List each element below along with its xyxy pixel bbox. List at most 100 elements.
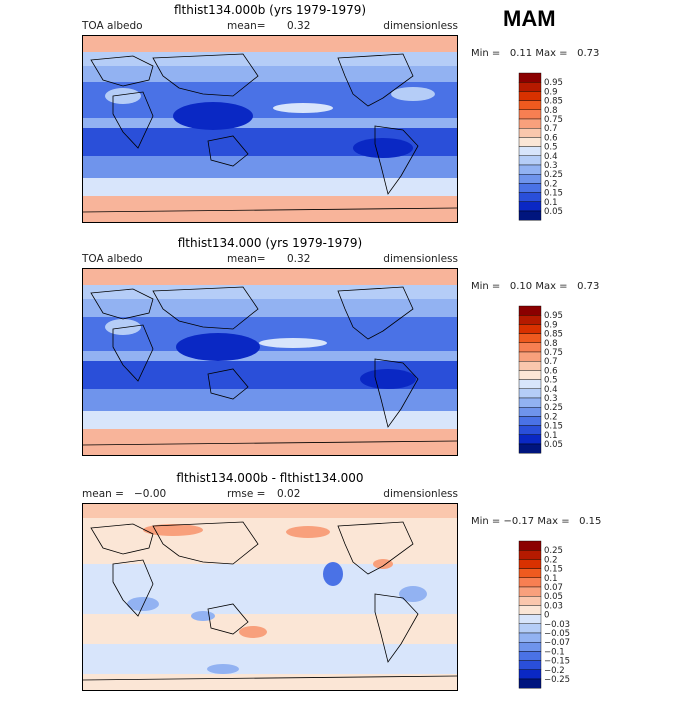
colorbar-swatch xyxy=(518,173,542,184)
colorbar-swatch xyxy=(518,651,542,661)
colorbar-level-label: 0.3 xyxy=(544,394,558,404)
mean-label: mean= xyxy=(227,20,266,32)
difference-map xyxy=(82,503,458,691)
colorbar-swatch xyxy=(518,540,542,551)
colorbar-swatch xyxy=(518,109,542,120)
colorbar-level-label: 0.15 xyxy=(544,189,563,199)
colorbar-level-label: −0.07 xyxy=(544,638,570,648)
panel-model: flthist134.000 (yrs 1979-1979) TOA albed… xyxy=(0,236,700,466)
colorbar-swatch xyxy=(518,164,542,175)
map-field xyxy=(83,269,457,455)
mean-value: 0.32 xyxy=(287,20,311,32)
colorbar-level-label: 0.5 xyxy=(544,376,558,386)
colorbar-swatch xyxy=(518,146,542,156)
colorbar-level-label: 0.2 xyxy=(544,412,558,422)
colorbar-level-label: −0.15 xyxy=(544,657,570,667)
colorbar-level-label: 0.9 xyxy=(544,320,558,330)
colorbar-level-label: 0.07 xyxy=(544,583,563,593)
panel-title: flthist134.000b - flthist134.000 xyxy=(176,471,364,485)
panel-title: flthist134.000b (yrs 1979-1979) xyxy=(173,3,367,17)
colorbar-level-label: −0.2 xyxy=(544,666,565,676)
albedo-map xyxy=(82,268,458,456)
colorbar-level-label: 0.75 xyxy=(544,348,563,358)
colorbar-svg: 0.950.90.850.80.750.70.60.50.40.30.250.2… xyxy=(518,72,563,221)
colorbar-level-label: 0.1 xyxy=(544,198,558,208)
max-value: 0.73 xyxy=(577,281,600,292)
colorbar-swatch xyxy=(518,155,542,166)
mean-value: −0.00 xyxy=(134,488,167,500)
colorbar-swatch xyxy=(518,118,542,129)
colorbar-level-label: 0.25 xyxy=(544,546,563,556)
colorbar-level-label: −0.05 xyxy=(544,629,570,639)
colorbar-level-label: 0.4 xyxy=(544,385,558,395)
units-label: dimensionless xyxy=(383,488,458,500)
colorbar-swatch xyxy=(518,100,542,111)
colorbar-level-label: −0.1 xyxy=(544,647,565,657)
colorbar-swatch xyxy=(518,81,542,92)
colorbar-level-label: 0.6 xyxy=(544,133,558,143)
colorbar-swatch xyxy=(518,72,542,83)
colorbar-swatch xyxy=(518,370,542,380)
colorbar-swatch xyxy=(518,192,542,202)
colorbar-level-label: 0.9 xyxy=(544,87,558,97)
colorbar-swatch xyxy=(518,425,542,435)
max-label: Max = xyxy=(537,516,570,527)
colorbar-swatch xyxy=(518,678,542,689)
colorbar-swatch xyxy=(518,333,542,344)
colorbar-swatch xyxy=(518,605,542,615)
colorbar-level-label: 0 xyxy=(544,611,549,621)
colorbar-level-label: 0.8 xyxy=(544,339,558,349)
min-label: Min = xyxy=(471,281,501,292)
colorbar-level-label: 0.95 xyxy=(544,78,563,88)
max-value: 0.15 xyxy=(579,516,602,527)
colorbar-swatch xyxy=(518,586,542,597)
colorbar-swatch xyxy=(518,91,542,101)
colorbar-level-label: 0.25 xyxy=(544,170,563,180)
colorbar-swatch xyxy=(518,660,542,670)
colorbar-svg: 0.250.20.150.10.070.050.030−0.03−0.05−0.… xyxy=(518,540,570,689)
colorbar-level-label: −0.03 xyxy=(544,620,570,630)
colorbar-swatch xyxy=(518,324,542,334)
field-label: TOA albedo xyxy=(82,253,143,265)
rmse-value: 0.02 xyxy=(277,488,301,500)
min-label: Min = xyxy=(471,48,501,59)
panel-title: flthist134.000 (yrs 1979-1979) xyxy=(177,236,363,250)
colorbar-level-label: 0.15 xyxy=(544,565,563,575)
mean-label: mean = xyxy=(82,488,124,500)
colorbar-swatch xyxy=(518,201,542,212)
colorbar-swatch xyxy=(518,614,542,624)
colorbar-level-label: 0.05 xyxy=(544,207,563,217)
min-value: 0.10 xyxy=(509,281,533,292)
colorbar-level-label: 0.8 xyxy=(544,106,558,116)
colorbar-level-label: 0.03 xyxy=(544,601,563,611)
colorbar-swatch xyxy=(518,388,542,399)
colorbar-swatch xyxy=(518,416,542,426)
colorbar-level-label: 0.25 xyxy=(544,403,563,413)
colorbar-swatch xyxy=(518,623,542,634)
min-max-readout: Min = −0.17 Max = 0.15 xyxy=(471,516,601,527)
map-field-b xyxy=(83,36,457,222)
max-label: Max = xyxy=(535,281,568,292)
colorbar-swatch xyxy=(518,351,542,362)
panel-model-b: flthist134.000b (yrs 1979-1979) TOA albe… xyxy=(0,3,700,233)
min-value: 0.11 xyxy=(509,48,533,59)
colorbar-swatch xyxy=(518,397,542,408)
min-label: Min = xyxy=(471,516,501,527)
colorbar-swatch xyxy=(518,559,542,569)
colorbar-level-label: 0.7 xyxy=(544,357,558,367)
albedo-map xyxy=(82,35,458,223)
colorbar-level-label: 0.3 xyxy=(544,161,558,171)
min-max-readout: Min = 0.10 Max = 0.73 xyxy=(471,281,599,292)
colorbar-level-label: 0.85 xyxy=(544,330,563,340)
colorbar-level-label: 0.95 xyxy=(544,311,563,321)
colorbar-level-label: 0.2 xyxy=(544,555,558,565)
max-value: 0.73 xyxy=(577,48,600,59)
colorbar-swatch xyxy=(518,305,542,316)
colorbar-level-label: 0.05 xyxy=(544,592,563,602)
colorbar-swatch xyxy=(518,210,542,221)
map-field-diff xyxy=(83,504,457,690)
colorbar-level-label: 0.1 xyxy=(544,431,558,441)
colorbar-swatch xyxy=(518,314,542,325)
colorbar-level-label: 0.85 xyxy=(544,97,563,107)
colorbar-swatch xyxy=(518,137,542,147)
